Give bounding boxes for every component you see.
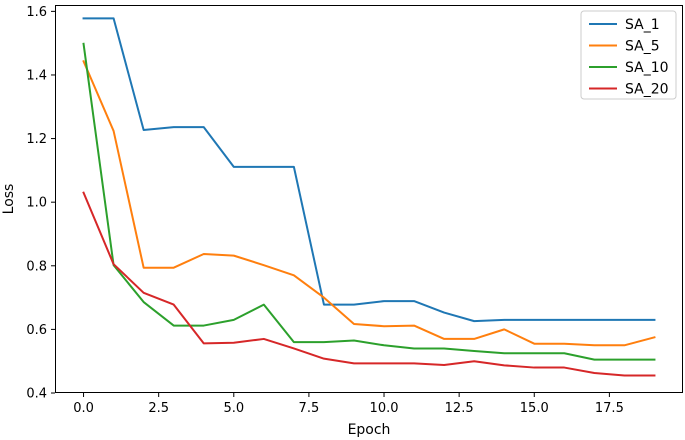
y-tick-label: 0.4 [26,387,47,402]
y-tick-label: 0.6 [26,323,47,338]
y-tick-label: 1.0 [26,196,47,211]
x-tick-label: 12.5 [445,401,474,416]
x-tick-label: 10.0 [370,401,399,416]
y-tick-label: 1.2 [26,132,47,147]
legend-item: SA_5 [589,39,660,55]
x-tick-label: 17.5 [595,401,624,416]
legend-label: SA_20 [625,82,669,98]
y-tick-label: 1.6 [26,5,47,20]
x-tick-label: 2.5 [148,401,169,416]
legend-box [580,10,677,100]
legend-label: SA_10 [625,60,669,76]
legend-item: SA_10 [589,60,669,76]
y-axis-label: Loss [1,184,17,215]
legend: SA_1 SA_5 SA_10 SA_20 [580,10,677,100]
legend-label: SA_1 [625,17,660,33]
x-axis-ticks: 0.0 2.5 5.0 7.5 10.0 12.5 15.0 17.5 [73,393,624,416]
series-layer [82,17,656,377]
series-line-sa-10 [82,42,656,361]
y-axis-ticks: 0.4 0.6 0.8 1.0 1.2 1.4 1.6 [26,5,55,402]
legend-label: SA_5 [625,39,660,55]
x-tick-label: 5.0 [223,401,244,416]
y-tick-label: 1.4 [26,68,47,83]
series-line-sa-5 [82,59,656,347]
legend-item: SA_1 [589,17,660,33]
x-tick-label: 0.0 [73,401,94,416]
legend-item: SA_20 [589,82,669,98]
plot-area-frame [55,5,683,393]
x-tick-label: 7.5 [299,401,320,416]
series-line-sa-20 [82,191,656,377]
x-axis-label: Epoch [348,422,391,438]
y-tick-label: 0.8 [26,259,47,274]
series-line-sa-1 [82,17,656,323]
x-tick-label: 15.0 [520,401,549,416]
